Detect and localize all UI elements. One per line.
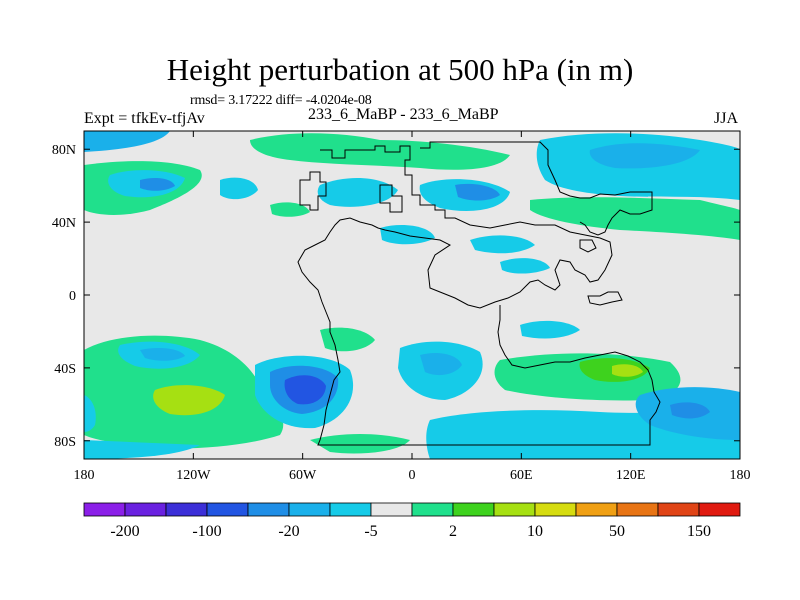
season-label: JJA (714, 110, 739, 127)
axis-ticks: 180 120W 60W 0 60E 120E 180 80N 40N 0 40S 80S (52, 131, 751, 483)
contour-region (270, 202, 310, 217)
lon-tick-label: 120E (616, 468, 646, 483)
lon-tick-label: 180 (74, 468, 95, 483)
lon-tick-label: 120W (176, 468, 211, 483)
lon-tick-label: 60E (510, 468, 533, 483)
colorbar-label: -5 (364, 523, 377, 540)
contour-region (250, 133, 510, 170)
contour-region (420, 353, 462, 376)
contour-region (84, 440, 200, 459)
colorbar-swatch (247, 502, 290, 517)
contour-region (670, 402, 710, 419)
colorbar-swatch (411, 502, 454, 517)
colorbar-swatch (534, 502, 577, 517)
contour-region (470, 235, 535, 254)
colorbar-swatch (124, 502, 167, 517)
colorbar-label: 2 (449, 523, 457, 540)
colorbar-swatch (575, 502, 618, 517)
contour-region (455, 183, 500, 201)
colorbar-swatch (657, 502, 700, 517)
case-label: 233_6_MaBP - 233_6_MaBP (308, 106, 499, 123)
lat-tick-label: 80S (54, 435, 76, 450)
colorbar-label: 50 (609, 523, 625, 540)
lat-tick-label: 40S (54, 362, 76, 377)
colorbar-label: -20 (278, 523, 299, 540)
coastline-path (420, 141, 653, 236)
lon-tick-label: 60W (289, 468, 317, 483)
colorbar-swatch (493, 502, 536, 517)
stats-text: rmsd= 3.17222 diff= -4.0204e-08 (190, 93, 372, 108)
contour-region (220, 177, 258, 200)
contour-region (612, 364, 643, 377)
contour-region (310, 434, 410, 454)
colorbar-swatch (206, 502, 249, 517)
coastlines (297, 141, 661, 446)
contour-region (153, 385, 225, 416)
colorbar: -200 -100 -20 -5 2 10 50 150 (83, 502, 741, 540)
contour-region (84, 395, 96, 432)
colorbar-swatch (698, 502, 741, 517)
lat-tick-label: 0 (69, 289, 76, 304)
experiment-label: Expt = tfkEv-tfjAv (84, 110, 205, 127)
lat-tick-label: 40N (52, 216, 76, 231)
colorbar-label: -100 (192, 523, 221, 540)
lon-tick-label: 0 (409, 468, 416, 483)
coastline-path (587, 291, 623, 306)
coastline-path (379, 184, 403, 213)
lon-tick-label: 180 (730, 468, 751, 483)
colorbar-label: 150 (687, 523, 711, 540)
colorbar-swatch (83, 502, 126, 517)
contour-region (284, 375, 326, 405)
map-title: Height perturbation at 500 hPa (in m) (166, 52, 634, 87)
contour-region (320, 327, 375, 352)
contour-region (317, 178, 398, 207)
contour-region (530, 197, 740, 240)
coastline-path (297, 145, 661, 446)
contour-region (589, 143, 700, 169)
colorbar-swatch (165, 502, 208, 517)
colorbar-label: 10 (527, 523, 543, 540)
contour-region (140, 178, 175, 191)
lat-tick-label: 80N (52, 143, 76, 158)
contour-region (84, 131, 170, 152)
colorbar-swatch (616, 502, 659, 517)
colorbar-swatch (452, 502, 495, 517)
colorbar-swatch (370, 502, 413, 517)
coastline-path (579, 239, 597, 253)
colorbar-swatch (288, 502, 331, 517)
contour-region (520, 320, 580, 339)
contour-region (500, 258, 550, 274)
contour-region (140, 348, 185, 361)
colorbar-swatch (329, 502, 372, 517)
contour-region (380, 225, 435, 245)
coastline-path (299, 171, 327, 211)
contour-fields (84, 131, 740, 459)
colorbar-label: -200 (110, 523, 139, 540)
